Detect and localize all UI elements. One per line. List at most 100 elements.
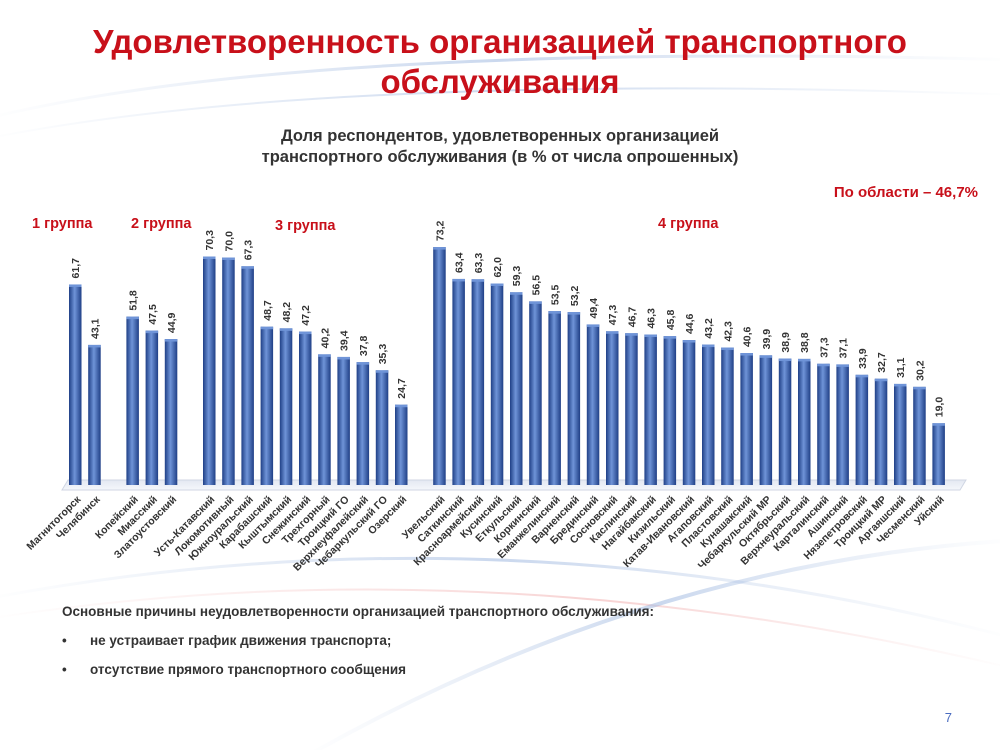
bar-value-label: 42,3 — [722, 321, 734, 342]
bar-value-label: 49,4 — [588, 298, 600, 319]
bar-cap — [433, 247, 446, 250]
bar-value-label: 48,7 — [262, 300, 274, 321]
bar — [759, 355, 773, 485]
bar — [203, 256, 216, 485]
bar-value-label: 33,9 — [857, 348, 869, 369]
bar-value-label: 63,3 — [473, 253, 485, 274]
bar-cap — [548, 311, 561, 314]
bar — [299, 331, 312, 485]
bar-cap — [145, 330, 159, 334]
bar-cap — [375, 370, 389, 373]
bar-value-label: 43,2 — [703, 318, 715, 339]
bar — [88, 344, 101, 485]
bar-cap — [663, 336, 677, 339]
group-label-1: 1 группа — [32, 216, 93, 232]
bar-cap — [874, 378, 888, 382]
region-average-note: По области – 46,7% — [833, 184, 978, 201]
bar-cap — [721, 347, 734, 351]
bar — [721, 347, 734, 485]
bar — [874, 378, 888, 485]
bar-cap — [222, 257, 235, 260]
bar — [740, 353, 753, 485]
bar — [490, 283, 504, 485]
bar — [126, 316, 139, 485]
bar — [69, 284, 82, 485]
bar-cap — [836, 364, 849, 367]
bar-cap — [913, 386, 926, 390]
bar-cap — [260, 326, 274, 330]
bar-value-label: 70,3 — [204, 230, 216, 251]
bar-value-label: 70,0 — [223, 231, 235, 252]
group-label-4: 4 группа — [658, 216, 719, 232]
bar-value-label: 73,2 — [434, 221, 446, 242]
bar — [260, 326, 274, 485]
bar-value-label: 38,9 — [780, 332, 792, 353]
bar-value-label: 39,9 — [761, 329, 773, 350]
bar — [894, 383, 907, 485]
bar — [510, 292, 523, 485]
bar-value-label: 43,1 — [89, 318, 101, 339]
bar — [222, 257, 235, 485]
bar-cap — [452, 278, 465, 282]
bar — [395, 404, 408, 485]
bar — [318, 354, 331, 485]
bar-cap — [164, 339, 178, 342]
page-number: 7 — [944, 710, 952, 725]
reason-text: не устраивает график движения транспорта… — [90, 633, 392, 648]
bar — [145, 330, 159, 485]
bar-cap — [894, 383, 907, 387]
bar — [855, 374, 869, 485]
bar-cap — [932, 423, 945, 426]
page-title: Удовлетворенность организацией транспорт… — [0, 22, 1000, 102]
bar-cap — [798, 358, 811, 362]
reason-text: отсутствие прямого транспортного сообщен… — [90, 662, 407, 677]
bar-value-label: 37,8 — [358, 336, 370, 357]
bar-cap — [510, 292, 523, 295]
bar — [279, 328, 293, 485]
bar-value-label: 59,3 — [511, 266, 523, 287]
bar-cap — [395, 404, 408, 408]
bar-value-label: 35,3 — [377, 344, 389, 365]
bar-value-label: 40,6 — [742, 326, 754, 347]
bar-value-label: 67,3 — [243, 240, 255, 261]
bar-value-label: 48,2 — [281, 302, 293, 323]
bar-value-label: 61,7 — [70, 258, 82, 279]
bar — [932, 423, 945, 485]
reasons-title: Основные причины неудовлетворенности орг… — [62, 604, 655, 619]
bar-cap — [299, 331, 312, 335]
bar — [433, 247, 446, 485]
bar-cap — [702, 344, 715, 348]
bar-value-label: 40,2 — [319, 328, 331, 349]
bar-value-label: 44,6 — [684, 313, 696, 334]
bar-value-label: 47,3 — [607, 305, 619, 326]
bar-cap — [644, 334, 657, 338]
bar-value-label: 19,0 — [934, 397, 946, 418]
bar-value-label: 31,1 — [895, 357, 907, 378]
reason-item: • отсутствие прямого транспортного сообщ… — [62, 662, 654, 677]
bar-cap — [69, 284, 82, 287]
bar-value-label: 47,2 — [300, 305, 312, 326]
bar-cap — [567, 312, 581, 315]
bar-value-label: 37,1 — [838, 338, 850, 359]
bar — [625, 333, 638, 485]
bar-value-label: 56,5 — [530, 275, 542, 296]
bar-cap — [529, 301, 542, 304]
bar-cap — [778, 358, 792, 362]
bar — [241, 266, 254, 485]
bar-value-label: 38,8 — [799, 332, 811, 353]
bar — [529, 301, 542, 485]
bar-value-label: 51,8 — [128, 290, 140, 311]
bar — [471, 279, 485, 485]
bullet-icon: • — [62, 662, 67, 677]
bar — [586, 324, 600, 485]
bar-value-label: 37,3 — [818, 337, 830, 358]
bar-cap — [490, 283, 504, 286]
bar — [375, 370, 389, 485]
page-title-text: Удовлетворенность организацией транспорт… — [93, 23, 907, 100]
bar-cap — [356, 362, 370, 365]
reason-item: • не устраивает график движения транспор… — [62, 633, 654, 648]
bar-cap — [606, 331, 619, 334]
bar — [663, 336, 677, 485]
